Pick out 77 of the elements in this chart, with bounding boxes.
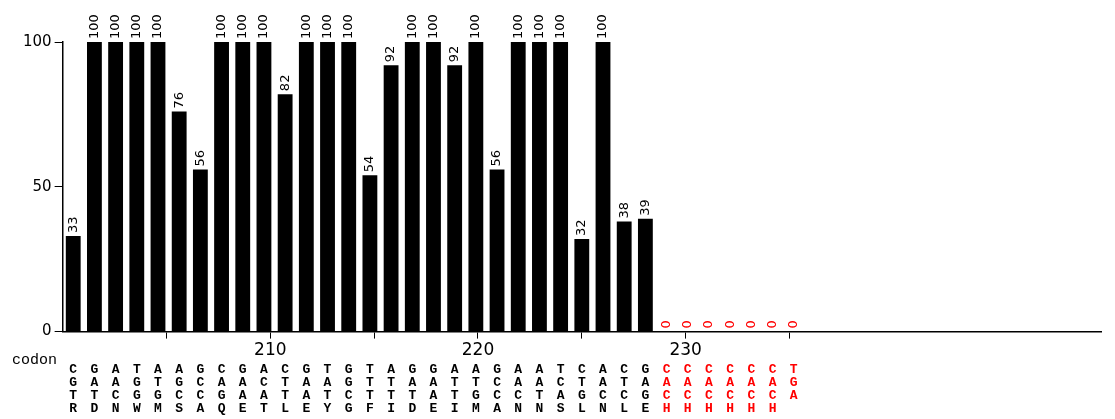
x-tick-label: G A A E (238, 361, 247, 416)
x2-tick-label: 220 (461, 339, 495, 360)
data-label: 100 (509, 14, 525, 39)
x-tick-label: A C A T (260, 361, 269, 416)
x-tick-label: A T T I (387, 361, 396, 416)
x-tick-label: C A G Q (217, 361, 226, 416)
data-label: 100 (424, 14, 440, 39)
data-label: 32 (573, 219, 589, 236)
data-label: 76 (170, 91, 186, 109)
data-label: 56 (488, 149, 504, 167)
data-label: 100 (234, 14, 250, 39)
data-label: 56 (191, 149, 207, 167)
x-tick-label: G C C A (493, 361, 502, 416)
x-tick-label: C A C H (683, 361, 692, 416)
data-label: 33 (64, 216, 80, 234)
data-label: 38 (615, 202, 631, 219)
x-tick-label: T C A S (556, 361, 565, 416)
x-tick-label: C T T L (281, 361, 290, 416)
x-tick-label: A A T N (535, 361, 544, 416)
x2-tick-label: 230 (669, 339, 702, 360)
x-tick-label: C A C H (726, 361, 735, 416)
data-label: 100 (318, 14, 334, 39)
data-label: 100 (297, 14, 313, 39)
data-label: 100 (594, 14, 610, 39)
x-tick-label: G A A E (429, 361, 438, 416)
data-label: 82 (276, 74, 292, 92)
data-label: 0 (785, 320, 801, 329)
x-tick-label: G A G E (641, 361, 650, 416)
x-tick-label: A T T I (450, 361, 459, 416)
y-tick-label: 100 (22, 31, 52, 50)
y-tick-label: 50 (32, 176, 52, 195)
x-tick-label: C A C H (662, 361, 671, 416)
data-label: 100 (85, 14, 101, 39)
x-tick-label: A T G M (471, 361, 480, 416)
x-tick-label: A T G M (154, 361, 163, 416)
data-label: 100 (552, 14, 567, 39)
x-tick-label: G A T D (90, 361, 99, 416)
data-label: 100 (530, 14, 546, 39)
x-tick-label: A G C S (175, 361, 184, 416)
data-label: 100 (212, 14, 228, 39)
x-tick-label: C T G L (577, 361, 586, 416)
x2-axis-title: codon (12, 351, 58, 369)
x-tick-label: C A C H (705, 361, 714, 416)
x-tick-label: G C C A (196, 361, 205, 416)
x-tick-label: C G T R (69, 361, 78, 416)
data-label: 0 (657, 320, 673, 329)
x-tick-label: A A C N (514, 361, 523, 416)
data-label: 39 (636, 199, 652, 216)
x-tick-label: T G A (789, 361, 798, 403)
x-tick-label: T T T F (366, 361, 374, 416)
data-label: 0 (721, 320, 737, 329)
data-label: 100 (403, 14, 419, 39)
data-label: 92 (446, 45, 462, 63)
data-label: 54 (361, 155, 377, 173)
x-tick-label: C A C H (747, 361, 756, 416)
y-tick-label: 0 (42, 321, 52, 340)
data-label: 0 (742, 320, 758, 329)
x-tick-label: C A C H (768, 361, 777, 416)
x-tick-label: T A T Y (323, 361, 332, 416)
data-label: 100 (128, 14, 144, 39)
x-tick-label: T G G W (132, 361, 141, 416)
data-label: 0 (700, 320, 716, 329)
data-label: 92 (382, 45, 398, 63)
x-tick-label: G A A E (302, 361, 311, 416)
x-tick-label: A A C N (111, 361, 120, 416)
data-label: 100 (467, 14, 483, 39)
x-tick-label: G A T D (408, 361, 417, 416)
data-label: 100 (340, 14, 356, 39)
data-label: 0 (763, 320, 779, 329)
x-tick-label: A A C N (599, 361, 608, 416)
x-tick-label: C T C L (620, 361, 629, 416)
data-label: 0 (679, 320, 695, 329)
data-label: 100 (106, 14, 122, 39)
data-label: 100 (255, 14, 271, 39)
x2-tick-label: 210 (254, 339, 287, 360)
x-tick-label: G G C G (344, 361, 353, 416)
data-label: 100 (149, 14, 165, 39)
